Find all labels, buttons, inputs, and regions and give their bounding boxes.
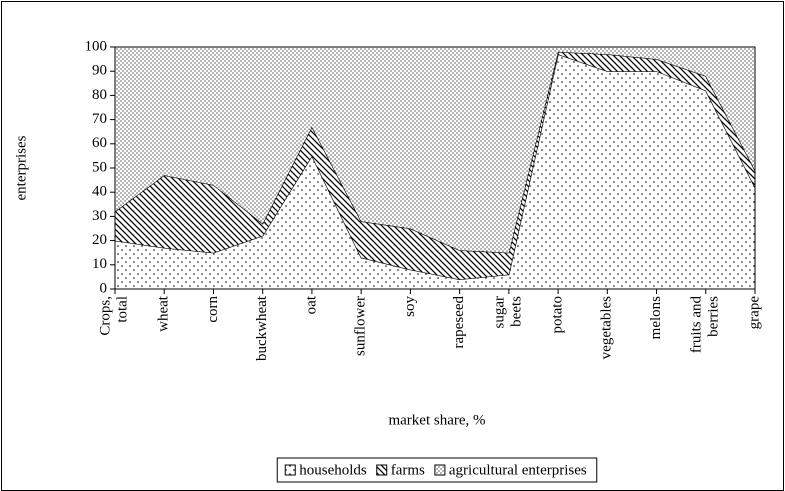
area <box>115 47 755 253</box>
x-tick-label: vegetables <box>599 296 615 359</box>
x-tick-label: rapeseed <box>451 296 467 349</box>
x-tick-label: oat <box>303 295 319 314</box>
y-tick-label: 0 <box>100 280 108 296</box>
legend-swatch <box>284 464 296 476</box>
legend-label: farms <box>391 462 425 478</box>
x-axis-label: market share, % <box>388 412 485 428</box>
legend-label: agricultural enterprises <box>449 462 587 478</box>
x-tick-label: sunflower <box>353 296 369 356</box>
y-tick-label: 60 <box>92 135 107 151</box>
x-tick-label: melons <box>648 296 664 339</box>
y-tick-label: 30 <box>92 208 107 224</box>
x-tick-label: corn <box>205 296 221 323</box>
y-tick-label: 70 <box>92 111 107 127</box>
y-tick-label: 90 <box>92 63 107 79</box>
area <box>115 54 755 290</box>
legend-swatch <box>434 464 446 476</box>
x-tick-label: sugarbeets <box>492 296 525 329</box>
y-tick-label: 80 <box>92 87 107 103</box>
x-tick-label: potato <box>550 296 566 334</box>
legend-swatch <box>376 464 388 476</box>
y-tick-label: 40 <box>92 184 107 200</box>
y-tick-label: 10 <box>92 256 107 272</box>
y-axis-label: enterprises <box>13 135 29 200</box>
legend-label: households <box>299 462 367 478</box>
y-tick-label: 20 <box>92 232 107 248</box>
y-tick-label: 100 <box>85 38 108 54</box>
y-tick-label: 50 <box>92 159 107 175</box>
x-tick-label: fruits andberries <box>689 296 722 354</box>
x-tick-label: Crops,total <box>98 296 131 336</box>
x-tick-label: grape <box>746 296 762 330</box>
area <box>115 51 755 280</box>
x-tick-label: wheat <box>156 295 172 332</box>
x-tick-label: buckwheat <box>254 295 270 361</box>
x-tick-label: soy <box>402 296 418 317</box>
